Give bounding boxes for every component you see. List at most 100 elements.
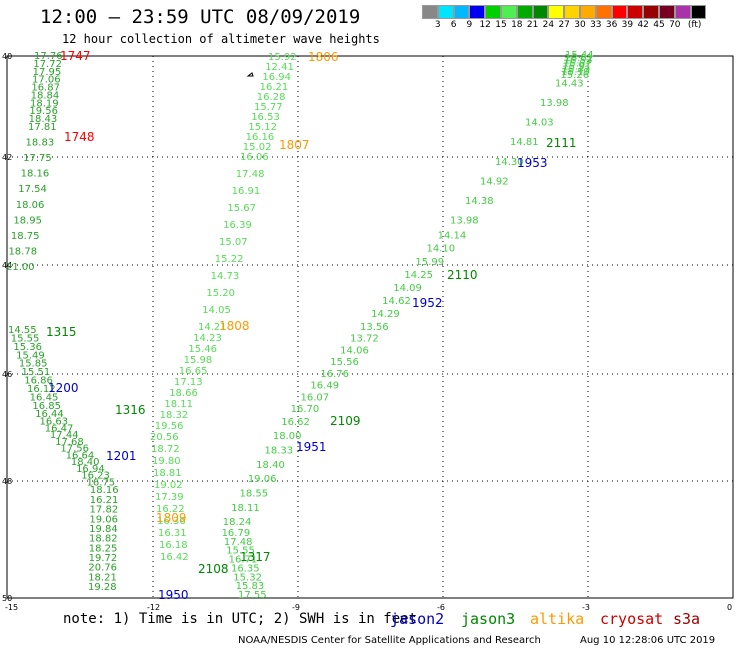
swh-value: 13.72 (350, 334, 379, 345)
swh-value: 16.35 (231, 563, 260, 574)
legend-swatches (422, 5, 707, 19)
swh-value: 14.30 (495, 157, 524, 168)
time-label: 1201 (106, 449, 137, 463)
time-label: 1809 (156, 511, 187, 525)
swh-value: 16.62 (281, 417, 310, 428)
swh-value: 18.32 (160, 410, 189, 421)
swh-value: 17.68 (55, 437, 84, 448)
swh-value: 18.72 (151, 444, 180, 455)
legend-tick-label: 36 (605, 20, 618, 30)
swh-value: 19.06 (89, 514, 118, 525)
legend-swatch (437, 5, 454, 19)
legend-tick-label: 33 (590, 20, 602, 30)
swh-value: 16.63 (39, 417, 68, 428)
latitude-label: 40 (2, 52, 12, 61)
swh-value: 16.16 (246, 132, 275, 143)
swh-value: 12.41 (265, 62, 294, 73)
time-label: 1950 (158, 588, 189, 602)
swh-value: 18.11 (231, 503, 260, 514)
legend-tick-label: 45 (653, 20, 665, 30)
swh-value: 17.06 (32, 75, 61, 86)
legend-tick-label: 27 (558, 20, 570, 30)
swh-value: 16.76 (320, 369, 349, 380)
swh-value: 15.51 (22, 367, 51, 378)
swh-value: 20.56 (150, 432, 179, 443)
swh-value: 16.53 (251, 112, 280, 123)
swh-value: 14.55 (8, 325, 37, 336)
swh-value: 16.45 (30, 392, 59, 403)
swh-value: 15.42 (562, 64, 591, 75)
swh-value: 17.81 (28, 122, 57, 133)
footer-credit: NOAA/NESDIS Center for Satellite Applica… (238, 635, 541, 646)
swh-value: 14.73 (211, 271, 240, 282)
swh-value: 14.23 (193, 333, 222, 344)
swh-value: 18.16 (90, 485, 119, 496)
time-label: 1808 (219, 319, 250, 333)
swh-value: 18.95 (13, 215, 42, 226)
swh-value: 18.33 (265, 445, 294, 456)
swh-value: 19.02 (154, 480, 183, 491)
page-title: 12:00 – 23:59 UTC 08/09/2019 (40, 6, 361, 28)
swh-value: 15.56 (330, 357, 359, 368)
swh-value: 14.92 (480, 176, 509, 187)
swh-value: 16.06 (240, 152, 269, 163)
legend-swatch (453, 5, 470, 19)
swh-value: 15.49 (16, 350, 45, 361)
legend-tick-label: 30 (574, 20, 586, 30)
swh-value: 19.84 (89, 524, 118, 535)
swh-value: 16.18 (159, 540, 188, 551)
legend-swatch (643, 5, 659, 19)
swh-value: 17.55 (238, 590, 267, 601)
swh-value: 14.25 (404, 270, 433, 281)
swh-value: 16.36 (157, 516, 186, 527)
swh-value: 14.14 (438, 231, 467, 242)
time-label: 2110 (447, 268, 478, 282)
legend-swatch (422, 5, 438, 19)
swh-value: 18.21 (88, 572, 117, 583)
swh-value: 16.49 (310, 381, 339, 392)
swh-value: 17.48 (224, 537, 253, 548)
swh-value: 18.16 (21, 169, 50, 180)
legend-tick-label: 6 (450, 20, 457, 30)
legend-swatch (690, 5, 707, 19)
swh-value: 14.62 (382, 296, 411, 307)
swh-value: 17.82 (90, 505, 119, 516)
swh-value: 15.83 (236, 581, 265, 592)
legend-swatch (564, 5, 580, 19)
swh-value: 15.67 (563, 59, 592, 70)
swh-value: 18.81 (153, 468, 182, 479)
time-label: 1952 (412, 296, 443, 310)
swh-value: 15.99 (415, 257, 444, 268)
latitude-label: 48 (2, 477, 12, 486)
time-label: 2111 (546, 136, 577, 150)
legend-tick-label: 15 (495, 20, 507, 30)
swh-value: 17.13 (174, 377, 203, 388)
swh-value: 16.86 (24, 376, 53, 387)
legend-swatch (658, 5, 675, 19)
swh-value: 15.12 (248, 122, 277, 133)
swh-value: 15.85 (19, 359, 48, 370)
legend-cryosat: cryosat (600, 610, 664, 628)
swh-value: 17.56 (60, 444, 89, 455)
swh-value: 18.25 (89, 543, 118, 554)
swh-value: 21.00 (6, 262, 35, 273)
swh-value: 18.82 (89, 534, 118, 545)
legend-swatch (485, 5, 501, 19)
swh-value: 18.84 (31, 90, 60, 101)
swh-value: 15.20 (206, 288, 235, 299)
legend-swatch (627, 5, 644, 19)
legend-tick-label: 9 (466, 20, 473, 30)
swh-value: 19.80 (152, 456, 181, 467)
swh-value: 16.71 (229, 555, 258, 566)
swh-value: 14.06 (340, 345, 369, 356)
legend-tick-label: 12 (479, 20, 491, 30)
time-label: 1806 (308, 50, 339, 64)
swh-value: 16.22 (156, 504, 185, 515)
swh-value: 15.55 (11, 333, 40, 344)
swh-value: 15.46 (188, 344, 217, 355)
swh-value: 13.98 (450, 215, 479, 226)
legend-tick-label: 18 (511, 20, 523, 30)
swh-value: 18.55 (239, 489, 268, 500)
latitude-label: 50 (2, 594, 12, 603)
